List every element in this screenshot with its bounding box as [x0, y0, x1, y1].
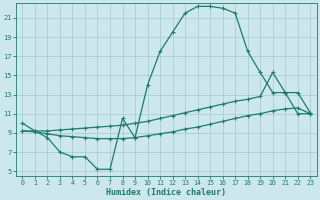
X-axis label: Humidex (Indice chaleur): Humidex (Indice chaleur) — [106, 188, 226, 197]
